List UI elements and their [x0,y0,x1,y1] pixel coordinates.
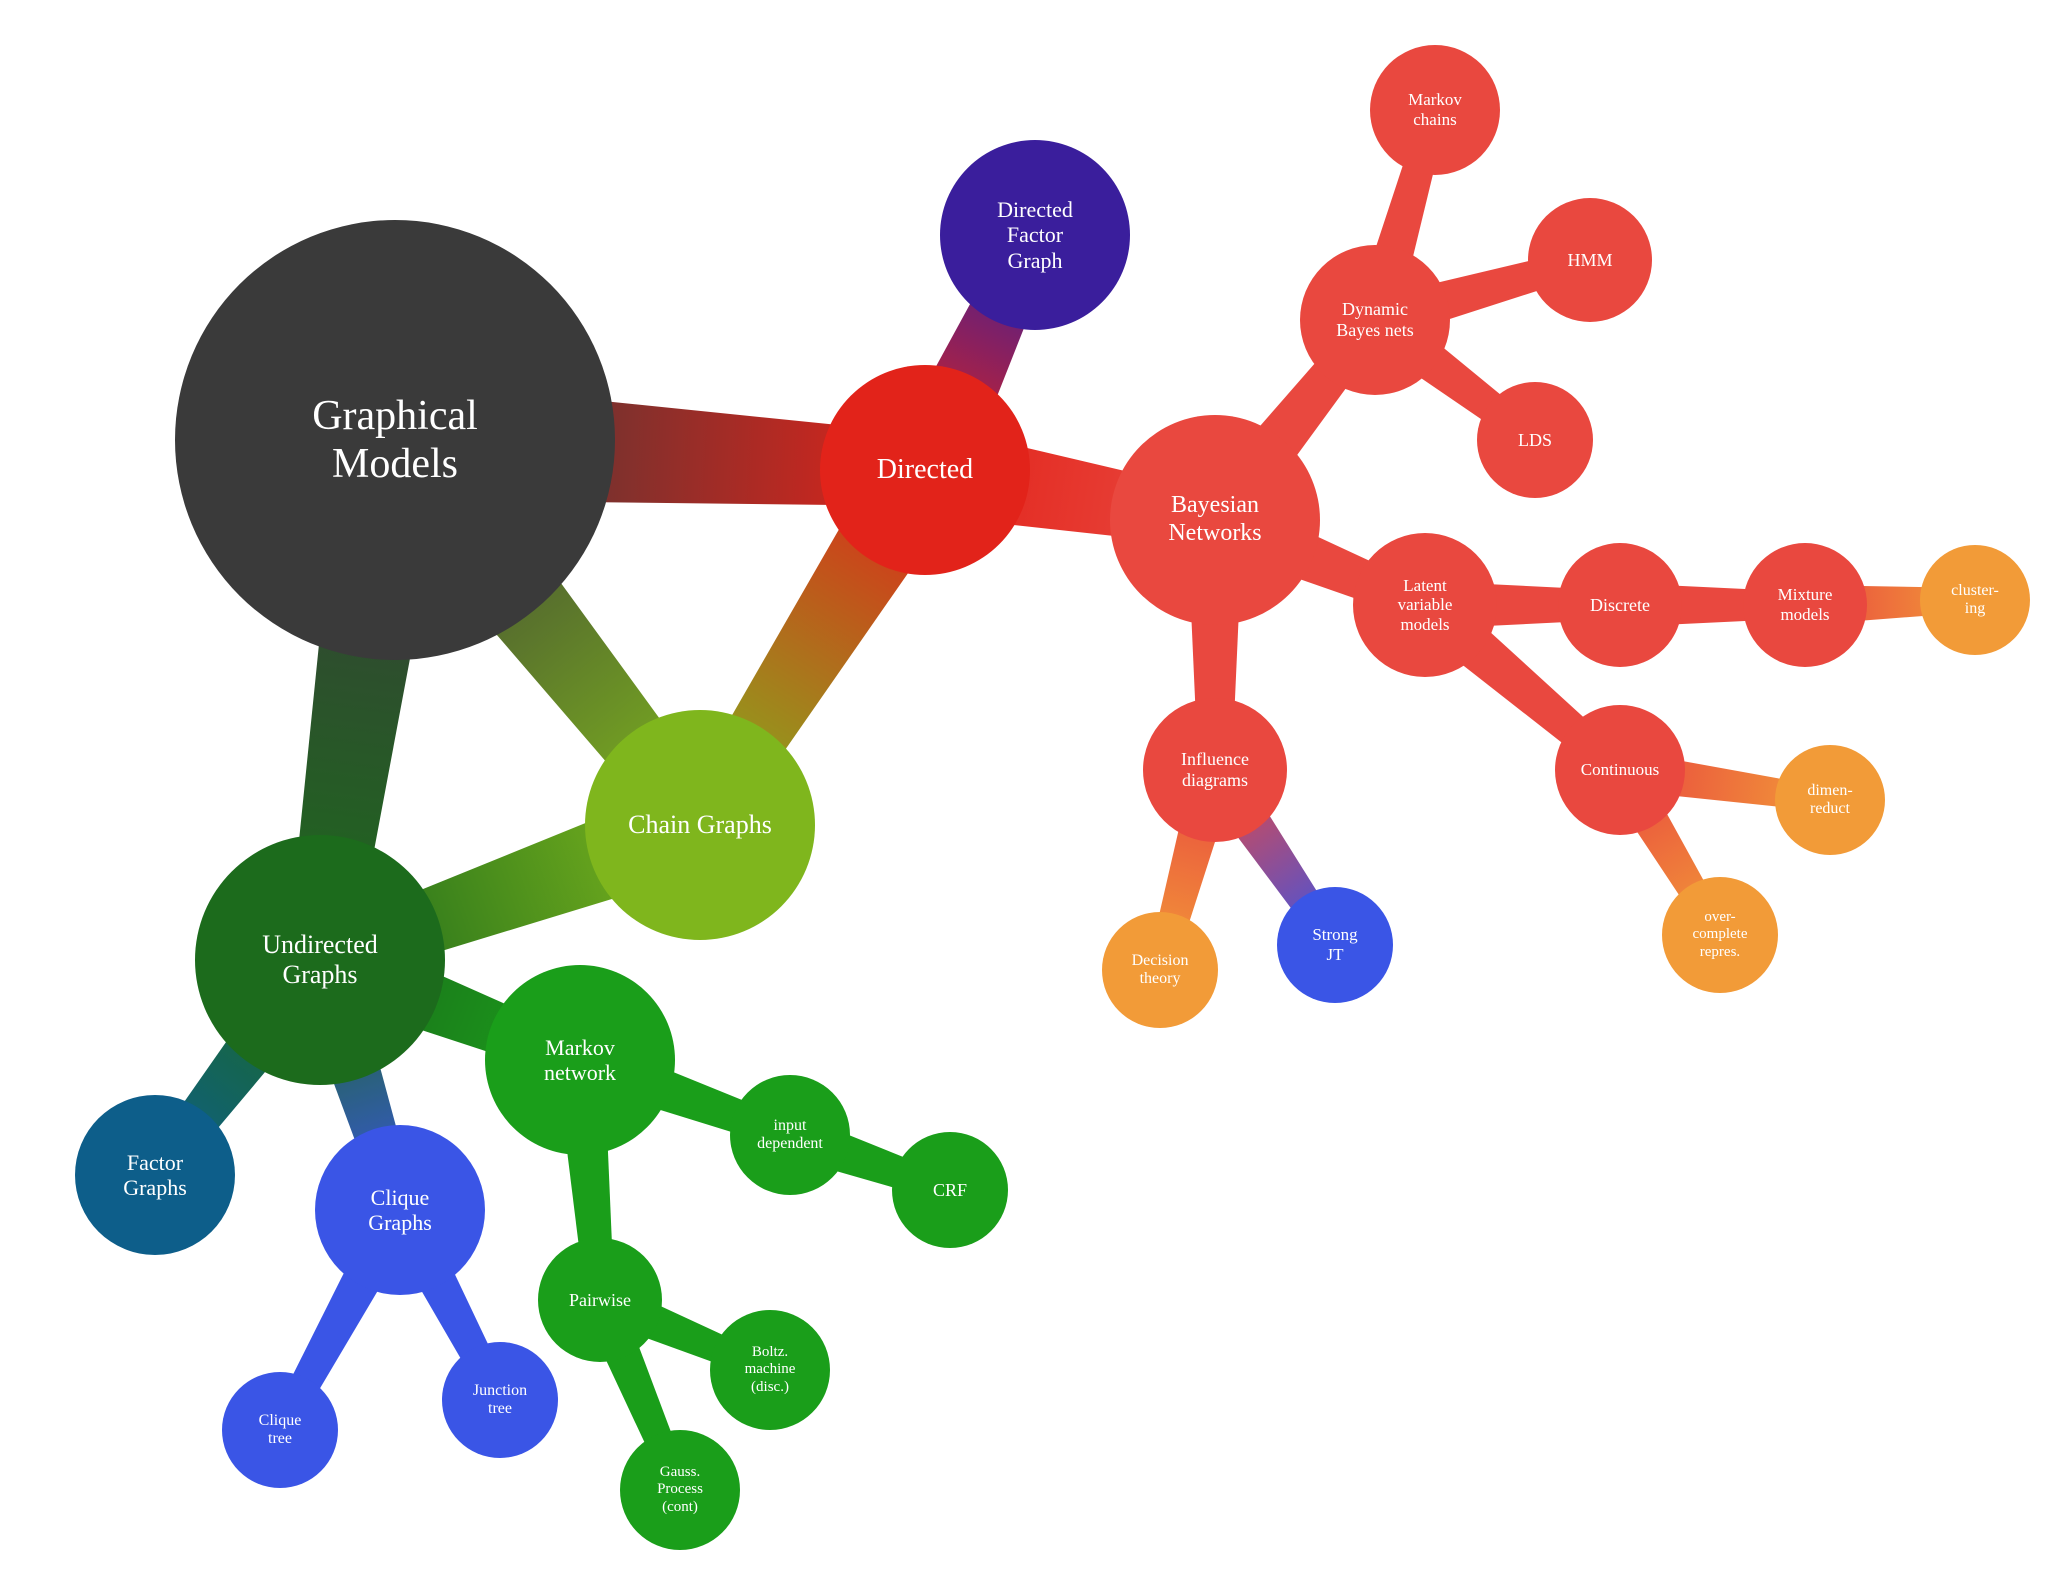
node-directed[interactable]: Directed [820,365,1030,575]
node-influence-label: Influence diagrams [1181,749,1249,790]
node-root-label: Graphical Models [312,392,478,489]
node-cliquetree[interactable]: Clique tree [222,1372,338,1488]
node-junctiontree-label: Junction tree [473,1382,527,1419]
node-overcomp-label: over- complete repres. [1693,909,1748,961]
node-directed-label: Directed [877,454,973,486]
node-discrete[interactable]: Discrete [1558,543,1682,667]
node-root[interactable]: Graphical Models [175,220,615,660]
node-factorgraphs[interactable]: Factor Graphs [75,1095,235,1255]
node-clustering[interactable]: cluster- ing [1920,545,2030,655]
node-overcomp[interactable]: over- complete repres. [1662,877,1778,993]
node-boltz-label: Boltz. machine (disc.) [745,1344,796,1396]
node-mixture[interactable]: Mixture models [1743,543,1867,667]
node-dfg[interactable]: Directed Factor Graph [940,140,1130,330]
node-continuous-label: Continuous [1581,760,1659,780]
node-lds-label: LDS [1518,430,1552,451]
mindmap-canvas: Graphical Models Directed Directed Factor … [0,0,2062,1574]
node-chain-label: Chain Graphs [628,810,772,840]
node-strongjt[interactable]: Strong JT [1277,887,1393,1003]
node-crf-label: CRF [933,1180,967,1201]
node-pairwise-label: Pairwise [569,1290,631,1311]
node-influence[interactable]: Influence diagrams [1143,698,1287,842]
node-junctiontree[interactable]: Junction tree [442,1342,558,1458]
node-decision[interactable]: Decision theory [1102,912,1218,1028]
node-cliquetree-label: Clique tree [259,1412,302,1449]
node-dynbayes-label: Dynamic Bayes nets [1336,299,1413,340]
node-crf[interactable]: CRF [892,1132,1008,1248]
node-undirected[interactable]: Undirected Graphs [195,835,445,1085]
node-strongjt-label: Strong JT [1312,925,1357,964]
node-hmm[interactable]: HMM [1528,198,1652,322]
node-undirected-label: Undirected Graphs [262,930,378,990]
node-dynbayes[interactable]: Dynamic Bayes nets [1300,245,1450,395]
node-markovchains[interactable]: Markov chains [1370,45,1500,175]
node-bayes[interactable]: Bayesian Networks [1110,415,1320,625]
node-dimreduct-label: dimen- reduct [1807,782,1852,819]
node-markovchains-label: Markov chains [1408,90,1462,129]
node-latent[interactable]: Latent variable models [1353,533,1497,677]
node-chain[interactable]: Chain Graphs [585,710,815,940]
node-clique[interactable]: Clique Graphs [315,1125,485,1295]
node-bayes-label: Bayesian Networks [1168,492,1261,547]
node-dimreduct[interactable]: dimen- reduct [1775,745,1885,855]
node-decision-label: Decision theory [1132,952,1189,989]
node-pairwise[interactable]: Pairwise [538,1238,662,1362]
node-dfg-label: Directed Factor Graph [997,197,1073,273]
node-latent-label: Latent variable models [1398,576,1453,635]
node-inputdep-label: input dependent [757,1117,823,1154]
node-lds[interactable]: LDS [1477,382,1593,498]
node-discrete-label: Discrete [1590,595,1650,616]
node-clustering-label: cluster- ing [1951,582,1999,619]
node-inputdep[interactable]: input dependent [730,1075,850,1195]
node-markovnet[interactable]: Markov network [485,965,675,1155]
node-hmm-label: HMM [1567,250,1612,271]
node-continuous[interactable]: Continuous [1555,705,1685,835]
node-factorgraphs-label: Factor Graphs [123,1150,187,1201]
node-gauss[interactable]: Gauss. Process (cont) [620,1430,740,1550]
node-mixture-label: Mixture models [1778,585,1833,624]
node-boltz[interactable]: Boltz. machine (disc.) [710,1310,830,1430]
node-markovnet-label: Markov network [544,1035,616,1086]
node-gauss-label: Gauss. Process (cont) [657,1464,703,1516]
node-clique-label: Clique Graphs [368,1185,432,1236]
